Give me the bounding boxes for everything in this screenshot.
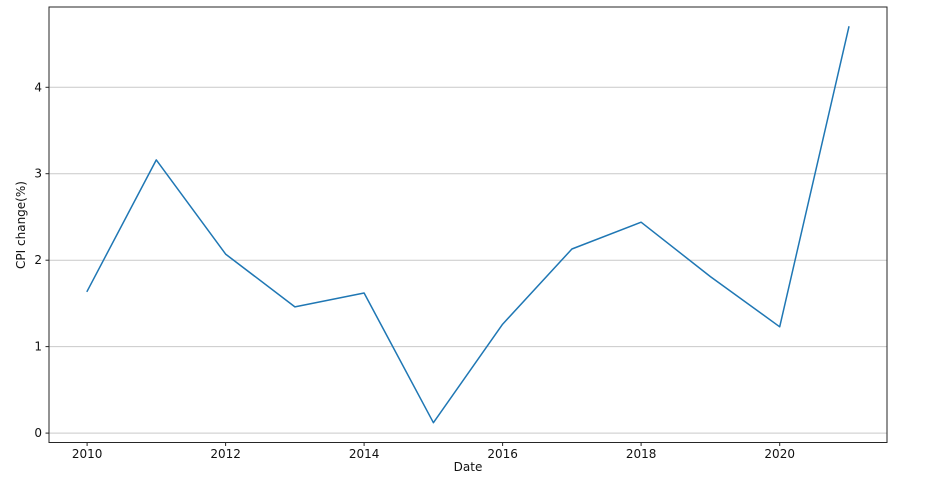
x-tick-label-2020: 2020 bbox=[764, 447, 795, 461]
axes-layer: 2010 2012 2014 2016 2018 2020 0 1 2 3 4 bbox=[34, 6, 888, 461]
plot-border bbox=[48, 6, 888, 443]
series-layer bbox=[86, 26, 850, 424]
x-axis-label: Date bbox=[454, 460, 483, 474]
y-tick-label-4: 4 bbox=[34, 80, 42, 94]
y-tick-label-3: 3 bbox=[34, 167, 42, 181]
x-tick-label-2018: 2018 bbox=[626, 447, 657, 461]
y-axis-label: CPI change(%) bbox=[14, 181, 28, 269]
x-tick-label-2016: 2016 bbox=[487, 447, 518, 461]
cpi-change-line bbox=[86, 26, 850, 424]
y-tick-label-1: 1 bbox=[34, 340, 42, 354]
grid-layer bbox=[49, 86, 887, 434]
x-tick-label-2012: 2012 bbox=[210, 447, 241, 461]
y-tick-label-0: 0 bbox=[34, 426, 42, 440]
x-tick-label-2010: 2010 bbox=[72, 447, 103, 461]
y-tick-label-2: 2 bbox=[34, 253, 42, 267]
x-tick-label-2014: 2014 bbox=[349, 447, 380, 461]
